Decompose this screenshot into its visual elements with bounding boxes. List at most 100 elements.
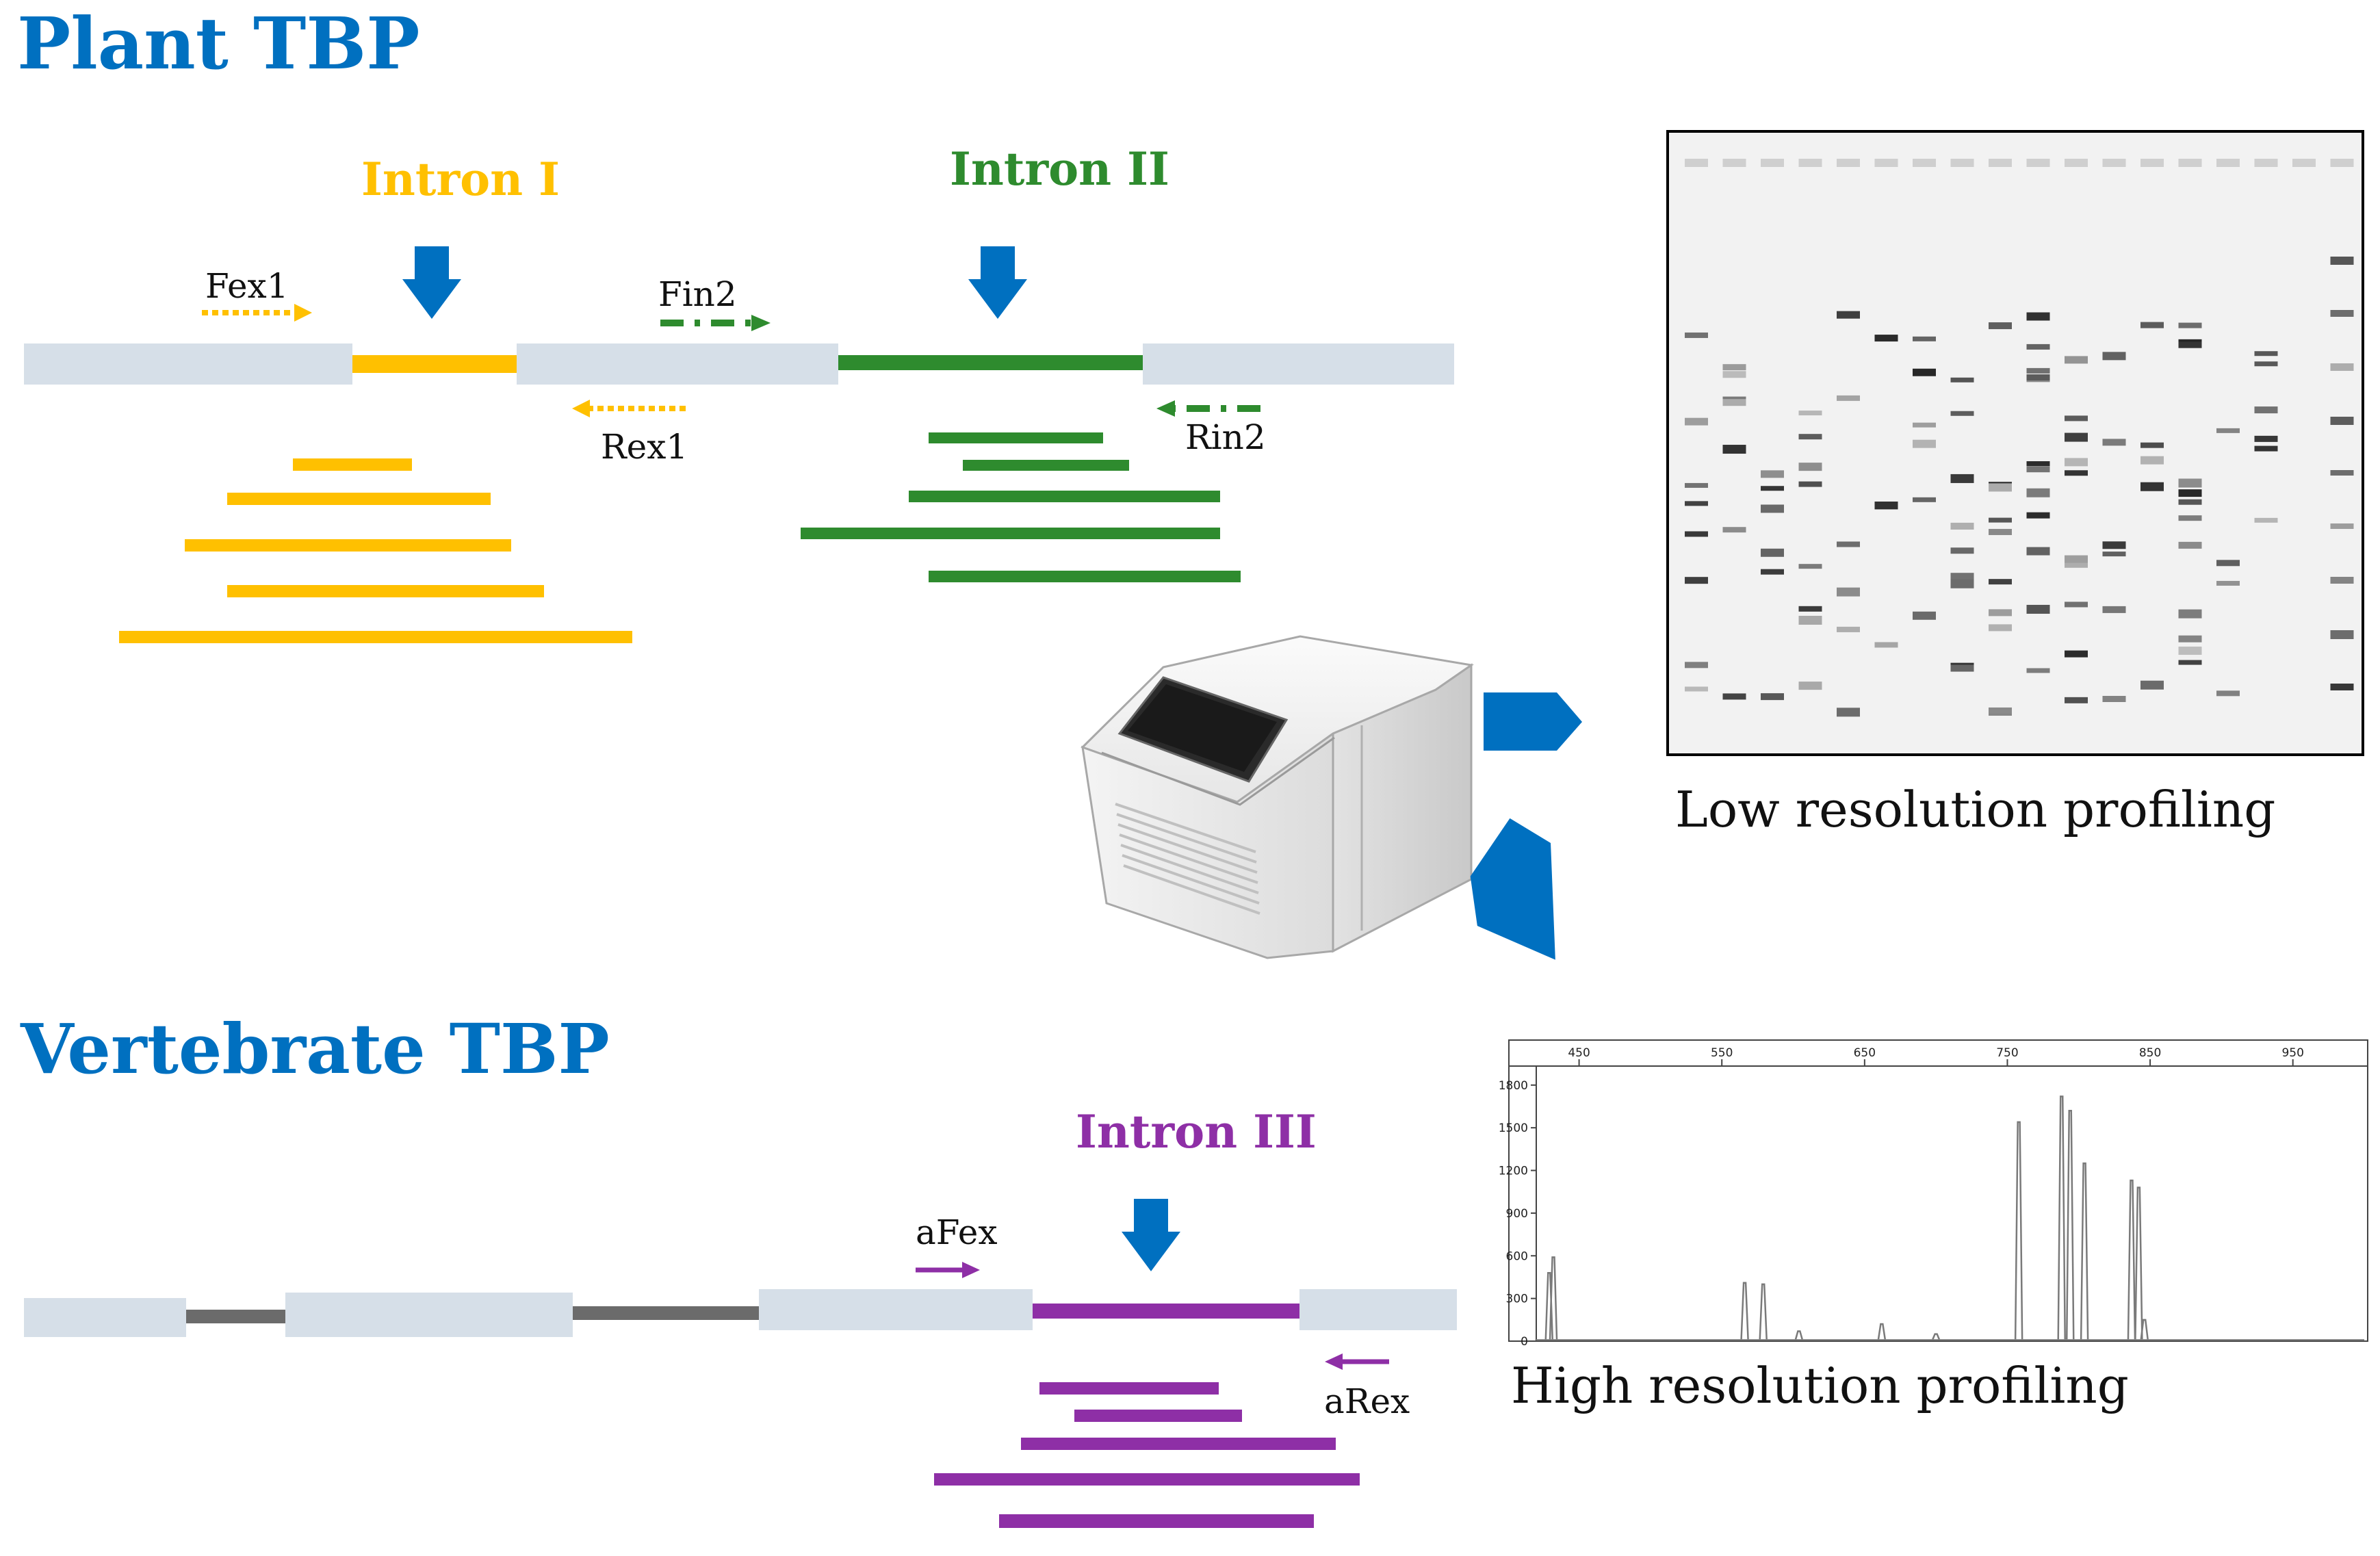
vertebrate-title: Vertebrate TBP — [20, 1009, 610, 1089]
gel-well — [1950, 159, 1974, 167]
peak — [1931, 1333, 1941, 1340]
gel-band — [2254, 351, 2278, 356]
gel-band — [2026, 668, 2050, 673]
peak — [2140, 1319, 2149, 1340]
amplicon-bar — [929, 571, 1241, 582]
plot-frame — [1508, 1039, 2368, 1342]
intron-1-down-arrow-icon — [402, 246, 461, 319]
gel-band — [1874, 642, 1898, 648]
gel-band — [2065, 458, 2088, 467]
x-tick-label: 450 — [1568, 1046, 1590, 1060]
gel-well — [1761, 159, 1784, 167]
intron-segment — [573, 1306, 759, 1320]
gel-band — [2178, 322, 2202, 328]
intron-3-amplicons — [934, 1382, 1360, 1528]
gel-band — [1761, 569, 1784, 575]
gel-band — [1989, 579, 2012, 585]
gel-band — [2140, 456, 2164, 465]
gel-well — [2026, 159, 2050, 167]
intron-1-segment — [352, 355, 517, 373]
primer-afex-label: aFex — [916, 1213, 998, 1252]
gel-band — [2026, 374, 2050, 381]
plant-title: Plant TBP — [17, 1, 419, 86]
exon-1 — [24, 1298, 186, 1337]
gel-band — [1798, 481, 1822, 487]
gel-well — [2292, 159, 2316, 167]
y-tick-label: 600 — [1506, 1249, 1528, 1263]
primer-fex1-arrow-icon — [202, 304, 312, 322]
gel-band — [1913, 422, 1936, 428]
gel-band — [1837, 626, 1860, 632]
exon-3 — [759, 1289, 1033, 1330]
peak — [1794, 1330, 1804, 1340]
electropherogram-caption: High resolution profiling — [1511, 1357, 2129, 1414]
gel-well — [1989, 159, 2012, 167]
gel-band — [1798, 564, 1822, 569]
gel-band — [1798, 606, 1822, 612]
amplicon-bar — [227, 585, 544, 597]
gel-band — [2254, 406, 2278, 414]
amplicon-bar — [119, 631, 632, 643]
gel-band — [2026, 461, 2050, 467]
gel-band — [2065, 415, 2088, 422]
gel-background — [1669, 133, 2362, 753]
gel-band — [2254, 517, 2278, 523]
gel-band — [2102, 552, 2126, 557]
gel-band — [1989, 708, 2012, 714]
peak — [2127, 1179, 2136, 1340]
intron-2-amplicons — [801, 432, 1241, 582]
amplicon-bar — [185, 539, 511, 552]
gel-band — [2026, 312, 2050, 321]
gel-band — [1761, 486, 1784, 491]
gel-band — [1798, 411, 1822, 416]
primer-afex-arrow-icon — [916, 1262, 980, 1278]
x-tick-label: 550 — [1711, 1046, 1733, 1060]
exon-3 — [1143, 343, 1454, 385]
gel-band — [1913, 497, 1936, 502]
amplicon-bar — [999, 1514, 1314, 1528]
primer-rin2-arrow-icon — [1156, 400, 1260, 417]
gel-band — [2330, 523, 2354, 529]
gel-well — [1913, 159, 1936, 167]
intron-3-segment — [1033, 1304, 1299, 1319]
gel-band — [1913, 336, 1936, 341]
peak — [2057, 1095, 2066, 1340]
amplicon-bar — [227, 493, 491, 505]
gel-well — [2216, 159, 2240, 167]
gel-band — [1685, 686, 1708, 692]
gel-band — [1722, 527, 1746, 533]
amplicon-bar — [963, 460, 1129, 471]
gel-band — [2178, 489, 2202, 497]
intron-1-amplicons — [119, 458, 632, 643]
gel-band — [1950, 664, 1974, 672]
gel-band — [1837, 311, 1860, 319]
gel-band — [2178, 609, 2202, 619]
peak — [2014, 1121, 2023, 1340]
gel-band — [2026, 466, 2050, 473]
gel-band — [2102, 352, 2126, 361]
primer-fex1-label: Fex1 — [205, 266, 289, 306]
amplicon-bar — [1021, 1438, 1336, 1450]
gel-well — [2140, 159, 2164, 167]
peak — [2134, 1187, 2143, 1340]
gel-band — [1950, 411, 1974, 416]
gel-band — [1913, 439, 1936, 448]
plant-gene-model — [24, 343, 1454, 385]
gel-band — [2254, 361, 2278, 367]
gel-band — [1837, 708, 1860, 717]
gel-band — [2178, 478, 2202, 488]
peak — [1877, 1323, 1887, 1340]
amplicon-bar — [909, 491, 1220, 502]
exon-2 — [285, 1293, 573, 1337]
gel-band — [2026, 604, 2050, 614]
gel-band — [2254, 445, 2278, 452]
gel-well — [2254, 159, 2278, 167]
x-tick-label: 750 — [1996, 1046, 2018, 1060]
gel-band — [2178, 341, 2202, 348]
gel-band — [1950, 522, 1974, 530]
gel-band — [2330, 684, 2354, 690]
amplicon-bar — [929, 432, 1103, 443]
gel-band — [1950, 474, 1974, 483]
agarose-gel-image — [1666, 130, 2364, 756]
